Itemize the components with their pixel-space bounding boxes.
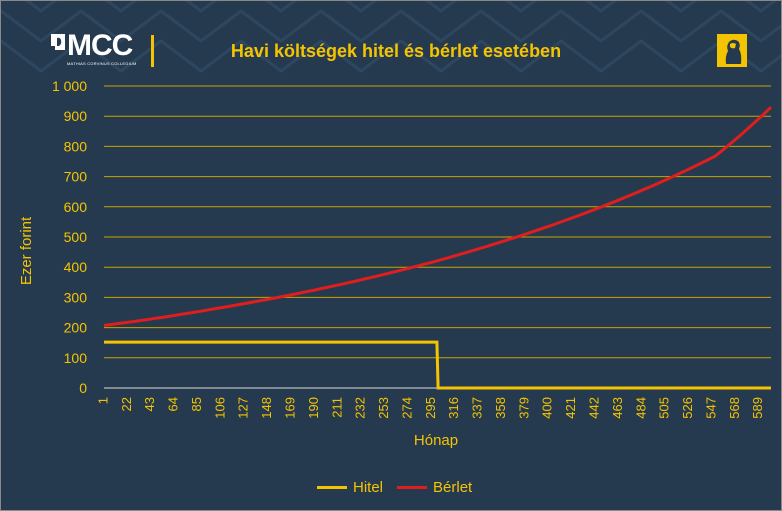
x-tick-label: 379	[516, 397, 531, 419]
x-tick-label: 253	[376, 397, 391, 419]
logo-divider	[151, 35, 154, 67]
logo-text: MCC	[67, 29, 133, 62]
y-tick-label: 200	[64, 320, 88, 336]
x-tick-label: 337	[470, 397, 485, 419]
y-tick-label: 400	[64, 259, 88, 275]
chart-plot: 0 100 200 300 400 500 600 700 800 900 1 000 1 22 43 6…	[52, 78, 773, 419]
x-tick-label: 274	[399, 397, 414, 419]
x-tick-label: 568	[727, 397, 742, 419]
x-tick-label: 232	[353, 397, 368, 419]
x-axis-label: Hónap	[413, 432, 459, 449]
y-tick-label: 300	[64, 289, 88, 305]
header-pattern	[1, 1, 781, 73]
x-tick-label: 85	[189, 397, 204, 411]
y-tick-label: 900	[64, 108, 88, 124]
x-tick-label: 358	[493, 397, 508, 419]
legend-swatch-hitel	[317, 485, 347, 489]
y-axis-label: Ezer forint	[18, 216, 35, 285]
y-tick-label: 100	[64, 350, 88, 366]
series-line-berlet	[103, 106, 773, 327]
series-line-hitel	[104, 340, 771, 390]
y-tick-label: 800	[64, 138, 88, 154]
x-tick-label: 148	[259, 397, 274, 419]
y-tick-label: 700	[64, 169, 88, 185]
logo-emblem-icon	[51, 34, 65, 50]
y-axis-label-wrap: Ezer forint	[18, 216, 35, 285]
legend-swatch-berlet	[397, 485, 428, 489]
x-tick-label: 22	[119, 397, 134, 411]
x-tick-label: 169	[283, 397, 298, 419]
legend-label-berlet: Bérlet	[433, 478, 473, 496]
legend-label-hitel: Hitel	[353, 478, 384, 496]
legend-item-berlet: Bérlet	[397, 479, 472, 496]
x-tick-label: 316	[446, 397, 461, 419]
y-tick-label: 1 000	[52, 78, 87, 94]
x-tick-label: 295	[423, 397, 438, 419]
y-tick-label: 0	[79, 380, 87, 396]
x-tick-label: 211	[329, 397, 344, 418]
x-tick-label: 127	[236, 397, 251, 419]
logo-subtext: MATHIAS CORVINUS COLLEGIUM	[67, 61, 137, 66]
x-tick-label: 64	[166, 397, 181, 411]
mcc-logo: MCC MATHIAS CORVINUS COLLEGIUM	[51, 29, 161, 71]
legend: Hitel Bérlet	[317, 477, 472, 497]
x-tick-label: 442	[587, 397, 602, 419]
x-tick-label: 1	[95, 397, 110, 404]
legend-item-hitel: Hitel	[317, 479, 383, 496]
x-tick-label: 463	[610, 397, 625, 419]
x-tick-label: 484	[633, 397, 648, 419]
x-axis-ticks: 1 22 43 64 85 106 127 148 169 190 211 232 253 274 295 3…	[95, 397, 765, 419]
x-tick-label: 526	[680, 397, 695, 419]
y-tick-label: 500	[64, 229, 88, 245]
x-tick-label: 190	[306, 397, 321, 419]
chart-title: Havi költségek hitel és bérlet esetében	[230, 41, 562, 61]
x-tick-label: 589	[750, 397, 765, 419]
x-tick-label: 505	[657, 397, 672, 419]
portrait-icon	[717, 34, 747, 67]
y-axis-ticks: 0 100 200 300 400 500 600 700 800 900 1 000	[52, 78, 87, 396]
series-layer	[103, 106, 773, 390]
x-tick-label: 547	[703, 397, 718, 419]
x-tick-label: 400	[540, 397, 555, 419]
x-tick-label: 106	[212, 397, 227, 419]
x-tick-label: 421	[563, 397, 578, 419]
y-tick-label: 600	[64, 199, 88, 215]
x-tick-label: 43	[142, 397, 157, 411]
